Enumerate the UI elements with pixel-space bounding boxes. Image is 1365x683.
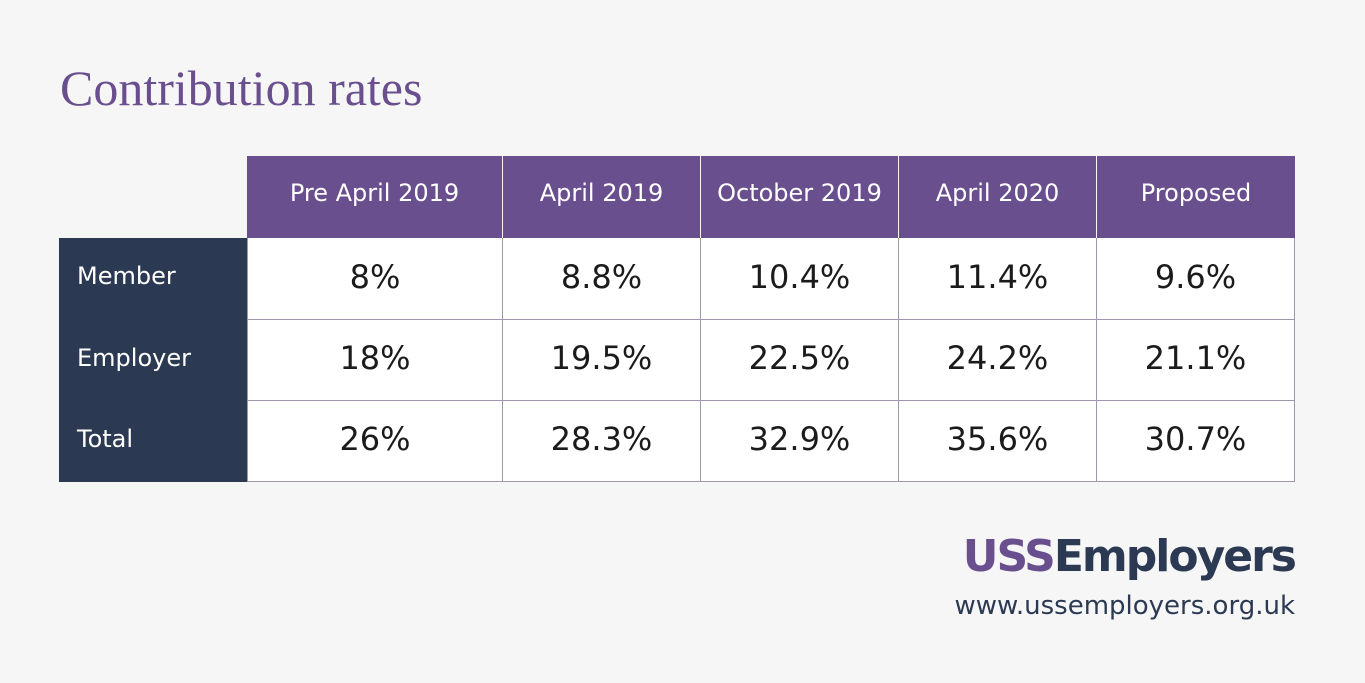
row-header: Employer — [59, 320, 247, 401]
table-cell: 24.2% — [899, 320, 1097, 401]
table-cell: 18% — [247, 320, 503, 401]
table-cell: 21.1% — [1097, 320, 1295, 401]
table-cell: 28.3% — [503, 401, 701, 482]
row-header: Member — [59, 238, 247, 320]
table-cell: 9.6% — [1097, 238, 1295, 320]
table-cell: 32.9% — [701, 401, 899, 482]
table-cell: 8% — [247, 238, 503, 320]
table-cell: 10.4% — [701, 238, 899, 320]
column-header: April 2020 — [899, 156, 1097, 238]
table-cell: 19.5% — [503, 320, 701, 401]
table-cell: 26% — [247, 401, 503, 482]
table-cell: 8.8% — [503, 238, 701, 320]
table-cell: 11.4% — [899, 238, 1097, 320]
column-header: April 2019 — [503, 156, 701, 238]
table-cell: 30.7% — [1097, 401, 1295, 482]
uss-employers-logo: USSEmployers — [962, 528, 1297, 586]
chart-title: Contribution rates — [60, 60, 423, 116]
website-url: www.ussemployers.org.uk — [954, 591, 1295, 621]
logo-uss-text: USS — [962, 531, 1056, 582]
row-header: Total — [59, 401, 247, 482]
column-header: Proposed — [1097, 156, 1295, 238]
table-cell: 35.6% — [899, 401, 1097, 482]
table-cell: 22.5% — [701, 320, 899, 401]
column-header: Pre April 2019 — [247, 156, 503, 238]
column-header: October 2019 — [701, 156, 899, 238]
logo-employers-text: Employers — [1053, 531, 1297, 582]
